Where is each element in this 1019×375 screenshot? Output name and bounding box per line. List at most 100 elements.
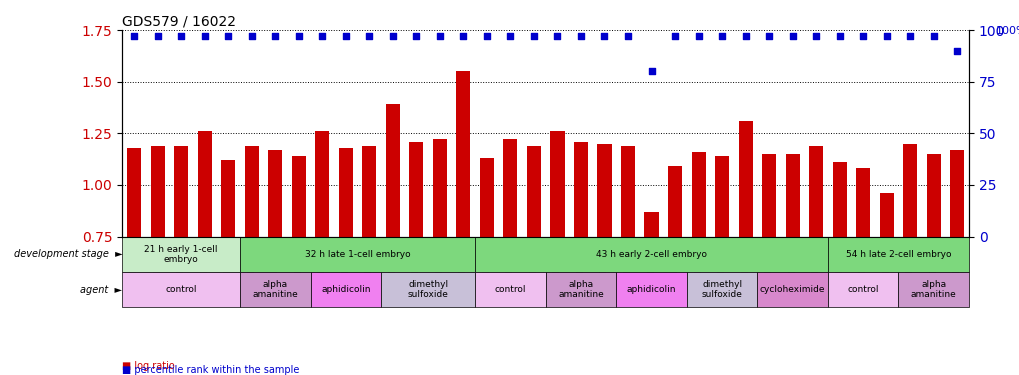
Text: alpha
amanitine: alpha amanitine [252, 280, 298, 300]
FancyBboxPatch shape [239, 272, 310, 308]
Point [384, 33, 400, 39]
Text: dimethyl
sulfoxide: dimethyl sulfoxide [408, 280, 448, 300]
Point [948, 48, 964, 54]
Point [337, 33, 354, 39]
Point [901, 33, 917, 39]
Bar [338, 148, 353, 237]
Bar [878, 193, 893, 237]
FancyBboxPatch shape [475, 237, 827, 272]
Point [173, 33, 190, 39]
Point [150, 33, 166, 39]
FancyBboxPatch shape [756, 272, 827, 308]
Point [525, 33, 541, 39]
Point [807, 33, 823, 39]
Bar [151, 146, 165, 237]
Text: alpha
amanitine: alpha amanitine [557, 280, 603, 300]
Point [408, 33, 424, 39]
Point [666, 33, 683, 39]
FancyBboxPatch shape [122, 237, 239, 272]
Bar [808, 146, 822, 237]
Point [830, 33, 847, 39]
Point [267, 33, 283, 39]
Text: development stage  ►: development stage ► [14, 249, 122, 259]
Point [784, 33, 800, 39]
Bar [691, 152, 705, 237]
Point [478, 33, 494, 39]
FancyBboxPatch shape [686, 272, 756, 308]
FancyBboxPatch shape [615, 272, 686, 308]
Bar [621, 146, 635, 237]
Text: agent  ►: agent ► [81, 285, 122, 295]
Text: GDS579 / 16022: GDS579 / 16022 [122, 15, 236, 29]
Bar [268, 150, 282, 237]
Bar [455, 71, 470, 237]
FancyBboxPatch shape [381, 272, 475, 308]
Text: 54 h late 2-cell embryo: 54 h late 2-cell embryo [845, 250, 951, 259]
Point [314, 33, 330, 39]
Point [501, 33, 518, 39]
Bar [221, 160, 235, 237]
Bar [761, 154, 775, 237]
Point [737, 33, 753, 39]
Bar [503, 140, 517, 237]
FancyBboxPatch shape [475, 272, 545, 308]
Text: aphidicolin: aphidicolin [626, 285, 676, 294]
Bar [714, 156, 729, 237]
Bar [550, 131, 564, 237]
Bar [198, 131, 212, 237]
Text: control: control [494, 285, 526, 294]
Text: ■ percentile rank within the sample: ■ percentile rank within the sample [122, 364, 300, 375]
Text: ■ log ratio: ■ log ratio [122, 361, 175, 371]
Bar [409, 141, 423, 237]
Point [126, 33, 143, 39]
Point [549, 33, 566, 39]
Bar [855, 168, 869, 237]
Point [197, 33, 213, 39]
FancyBboxPatch shape [827, 237, 968, 272]
Bar [644, 212, 658, 237]
Point [760, 33, 776, 39]
Bar [432, 140, 446, 237]
Point [620, 33, 636, 39]
Point [854, 33, 870, 39]
Text: 43 h early 2-cell embryo: 43 h early 2-cell embryo [595, 250, 706, 259]
Text: alpha
amanitine: alpha amanitine [910, 280, 956, 300]
Point [244, 33, 260, 39]
Bar [785, 154, 799, 237]
FancyBboxPatch shape [122, 272, 239, 308]
Point [924, 33, 941, 39]
Bar [174, 146, 189, 237]
Text: 21 h early 1-cell
embryo: 21 h early 1-cell embryo [145, 244, 218, 264]
Point [596, 33, 612, 39]
Bar [315, 131, 329, 237]
Text: cycloheximide: cycloheximide [759, 285, 824, 294]
Bar [902, 144, 916, 237]
Point [877, 33, 894, 39]
Point [290, 33, 307, 39]
Bar [832, 162, 846, 237]
FancyBboxPatch shape [898, 272, 968, 308]
Bar [926, 154, 940, 237]
Bar [574, 141, 587, 237]
Point [361, 33, 377, 39]
Point [643, 68, 659, 74]
FancyBboxPatch shape [827, 272, 898, 308]
Point [713, 33, 730, 39]
Bar [362, 146, 376, 237]
Text: aphidicolin: aphidicolin [321, 285, 370, 294]
Bar [527, 146, 540, 237]
FancyBboxPatch shape [239, 237, 475, 272]
Bar [127, 148, 141, 237]
Text: control: control [165, 285, 197, 294]
Text: 32 h late 1-cell embryo: 32 h late 1-cell embryo [305, 250, 410, 259]
Bar [245, 146, 259, 237]
Bar [738, 121, 752, 237]
Point [690, 33, 706, 39]
Point [573, 33, 589, 39]
Bar [597, 144, 611, 237]
Point [220, 33, 236, 39]
Bar [667, 166, 682, 237]
FancyBboxPatch shape [310, 272, 381, 308]
Point [454, 33, 471, 39]
Bar [291, 156, 306, 237]
